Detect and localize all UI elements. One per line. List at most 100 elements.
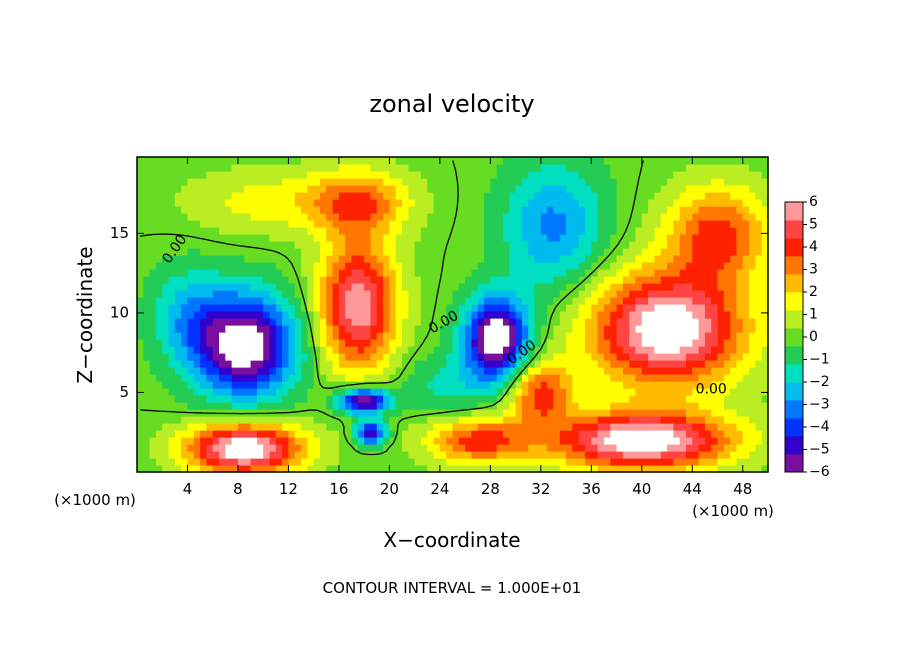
field-cell xyxy=(742,388,750,396)
field-cell xyxy=(622,276,630,284)
field-cell xyxy=(263,465,271,473)
field-cell xyxy=(736,374,744,382)
field-cell xyxy=(648,360,656,368)
field-cell xyxy=(231,360,239,368)
field-cell xyxy=(193,381,201,389)
field-cell xyxy=(212,185,220,193)
field-cell xyxy=(755,157,763,165)
field-cell xyxy=(294,395,302,403)
field-cell xyxy=(616,374,624,382)
field-cell xyxy=(345,402,353,410)
field-cell xyxy=(275,297,283,305)
field-cell xyxy=(471,297,479,305)
field-cell xyxy=(225,185,233,193)
field-cell xyxy=(591,388,599,396)
field-cell xyxy=(667,276,674,284)
field-cell xyxy=(591,227,599,235)
field-cell xyxy=(761,199,769,207)
field-cell xyxy=(345,444,353,452)
field-cell xyxy=(288,374,296,382)
field-cell xyxy=(370,157,378,165)
field-cell xyxy=(155,416,163,424)
field-cell xyxy=(225,297,233,305)
field-cell xyxy=(610,248,618,256)
field-cell xyxy=(326,381,334,389)
field-cell xyxy=(212,325,220,333)
field-cell xyxy=(427,311,435,319)
field-cell xyxy=(174,297,182,305)
field-cell xyxy=(370,290,378,298)
field-cell xyxy=(597,185,605,193)
field-cell xyxy=(749,332,756,340)
field-cell xyxy=(648,178,656,186)
field-cell xyxy=(515,234,523,242)
field-cell xyxy=(610,276,618,284)
field-cell xyxy=(685,353,693,361)
field-cell xyxy=(231,227,239,235)
field-cell xyxy=(597,206,605,214)
field-cell xyxy=(155,185,163,193)
field-cell xyxy=(572,304,580,312)
field-cell xyxy=(263,213,271,221)
field-cell xyxy=(370,262,378,270)
field-cell xyxy=(585,185,592,193)
field-cell xyxy=(641,234,649,242)
field-cell xyxy=(566,360,573,368)
field-cell xyxy=(244,213,252,221)
field-cell xyxy=(515,157,523,165)
field-cell xyxy=(244,395,252,403)
field-cell xyxy=(610,227,618,235)
field-cell xyxy=(168,346,176,354)
field-cell xyxy=(332,423,340,431)
field-cell xyxy=(654,304,662,312)
field-cell xyxy=(237,388,245,396)
field-cell xyxy=(692,311,700,319)
colorbar-tick-label: −1 xyxy=(809,352,830,368)
field-cell xyxy=(553,465,561,473)
field-cell xyxy=(244,276,252,284)
field-cell xyxy=(667,332,674,340)
field-cell xyxy=(307,262,315,270)
field-cell xyxy=(168,171,176,179)
field-cell xyxy=(711,458,719,466)
field-cell xyxy=(471,304,479,312)
field-cell xyxy=(742,409,750,417)
field-cell xyxy=(496,465,504,473)
field-cell xyxy=(660,199,668,207)
field-cell xyxy=(357,311,365,319)
field-cell xyxy=(679,171,687,179)
field-cell xyxy=(351,248,359,256)
field-cell xyxy=(351,290,359,298)
field-cell xyxy=(149,206,157,214)
field-cell xyxy=(288,157,296,165)
field-cell xyxy=(294,178,302,186)
colorbar-swatch xyxy=(785,328,803,347)
field-cell xyxy=(206,192,214,200)
field-cell xyxy=(307,227,315,235)
field-cell xyxy=(332,241,340,249)
field-cell xyxy=(622,311,630,319)
field-cell xyxy=(294,199,302,207)
field-cell xyxy=(225,192,233,200)
field-cell xyxy=(698,402,706,410)
field-cell xyxy=(370,276,378,284)
field-cell xyxy=(547,444,555,452)
field-cell xyxy=(395,290,403,298)
field-cell xyxy=(641,332,649,340)
field-cell xyxy=(256,465,264,473)
field-cell xyxy=(698,444,706,452)
field-cell xyxy=(585,318,592,326)
field-cell xyxy=(534,374,542,382)
field-cell xyxy=(408,283,416,291)
field-cell xyxy=(559,283,567,291)
field-cell xyxy=(149,157,157,165)
field-cell xyxy=(181,402,189,410)
field-cell xyxy=(521,248,529,256)
field-cell xyxy=(364,297,372,305)
field-cell xyxy=(357,276,365,284)
field-cell xyxy=(364,269,372,277)
field-cell xyxy=(572,430,580,438)
field-cell xyxy=(370,199,378,207)
field-cell xyxy=(181,206,189,214)
field-cell xyxy=(521,332,529,340)
